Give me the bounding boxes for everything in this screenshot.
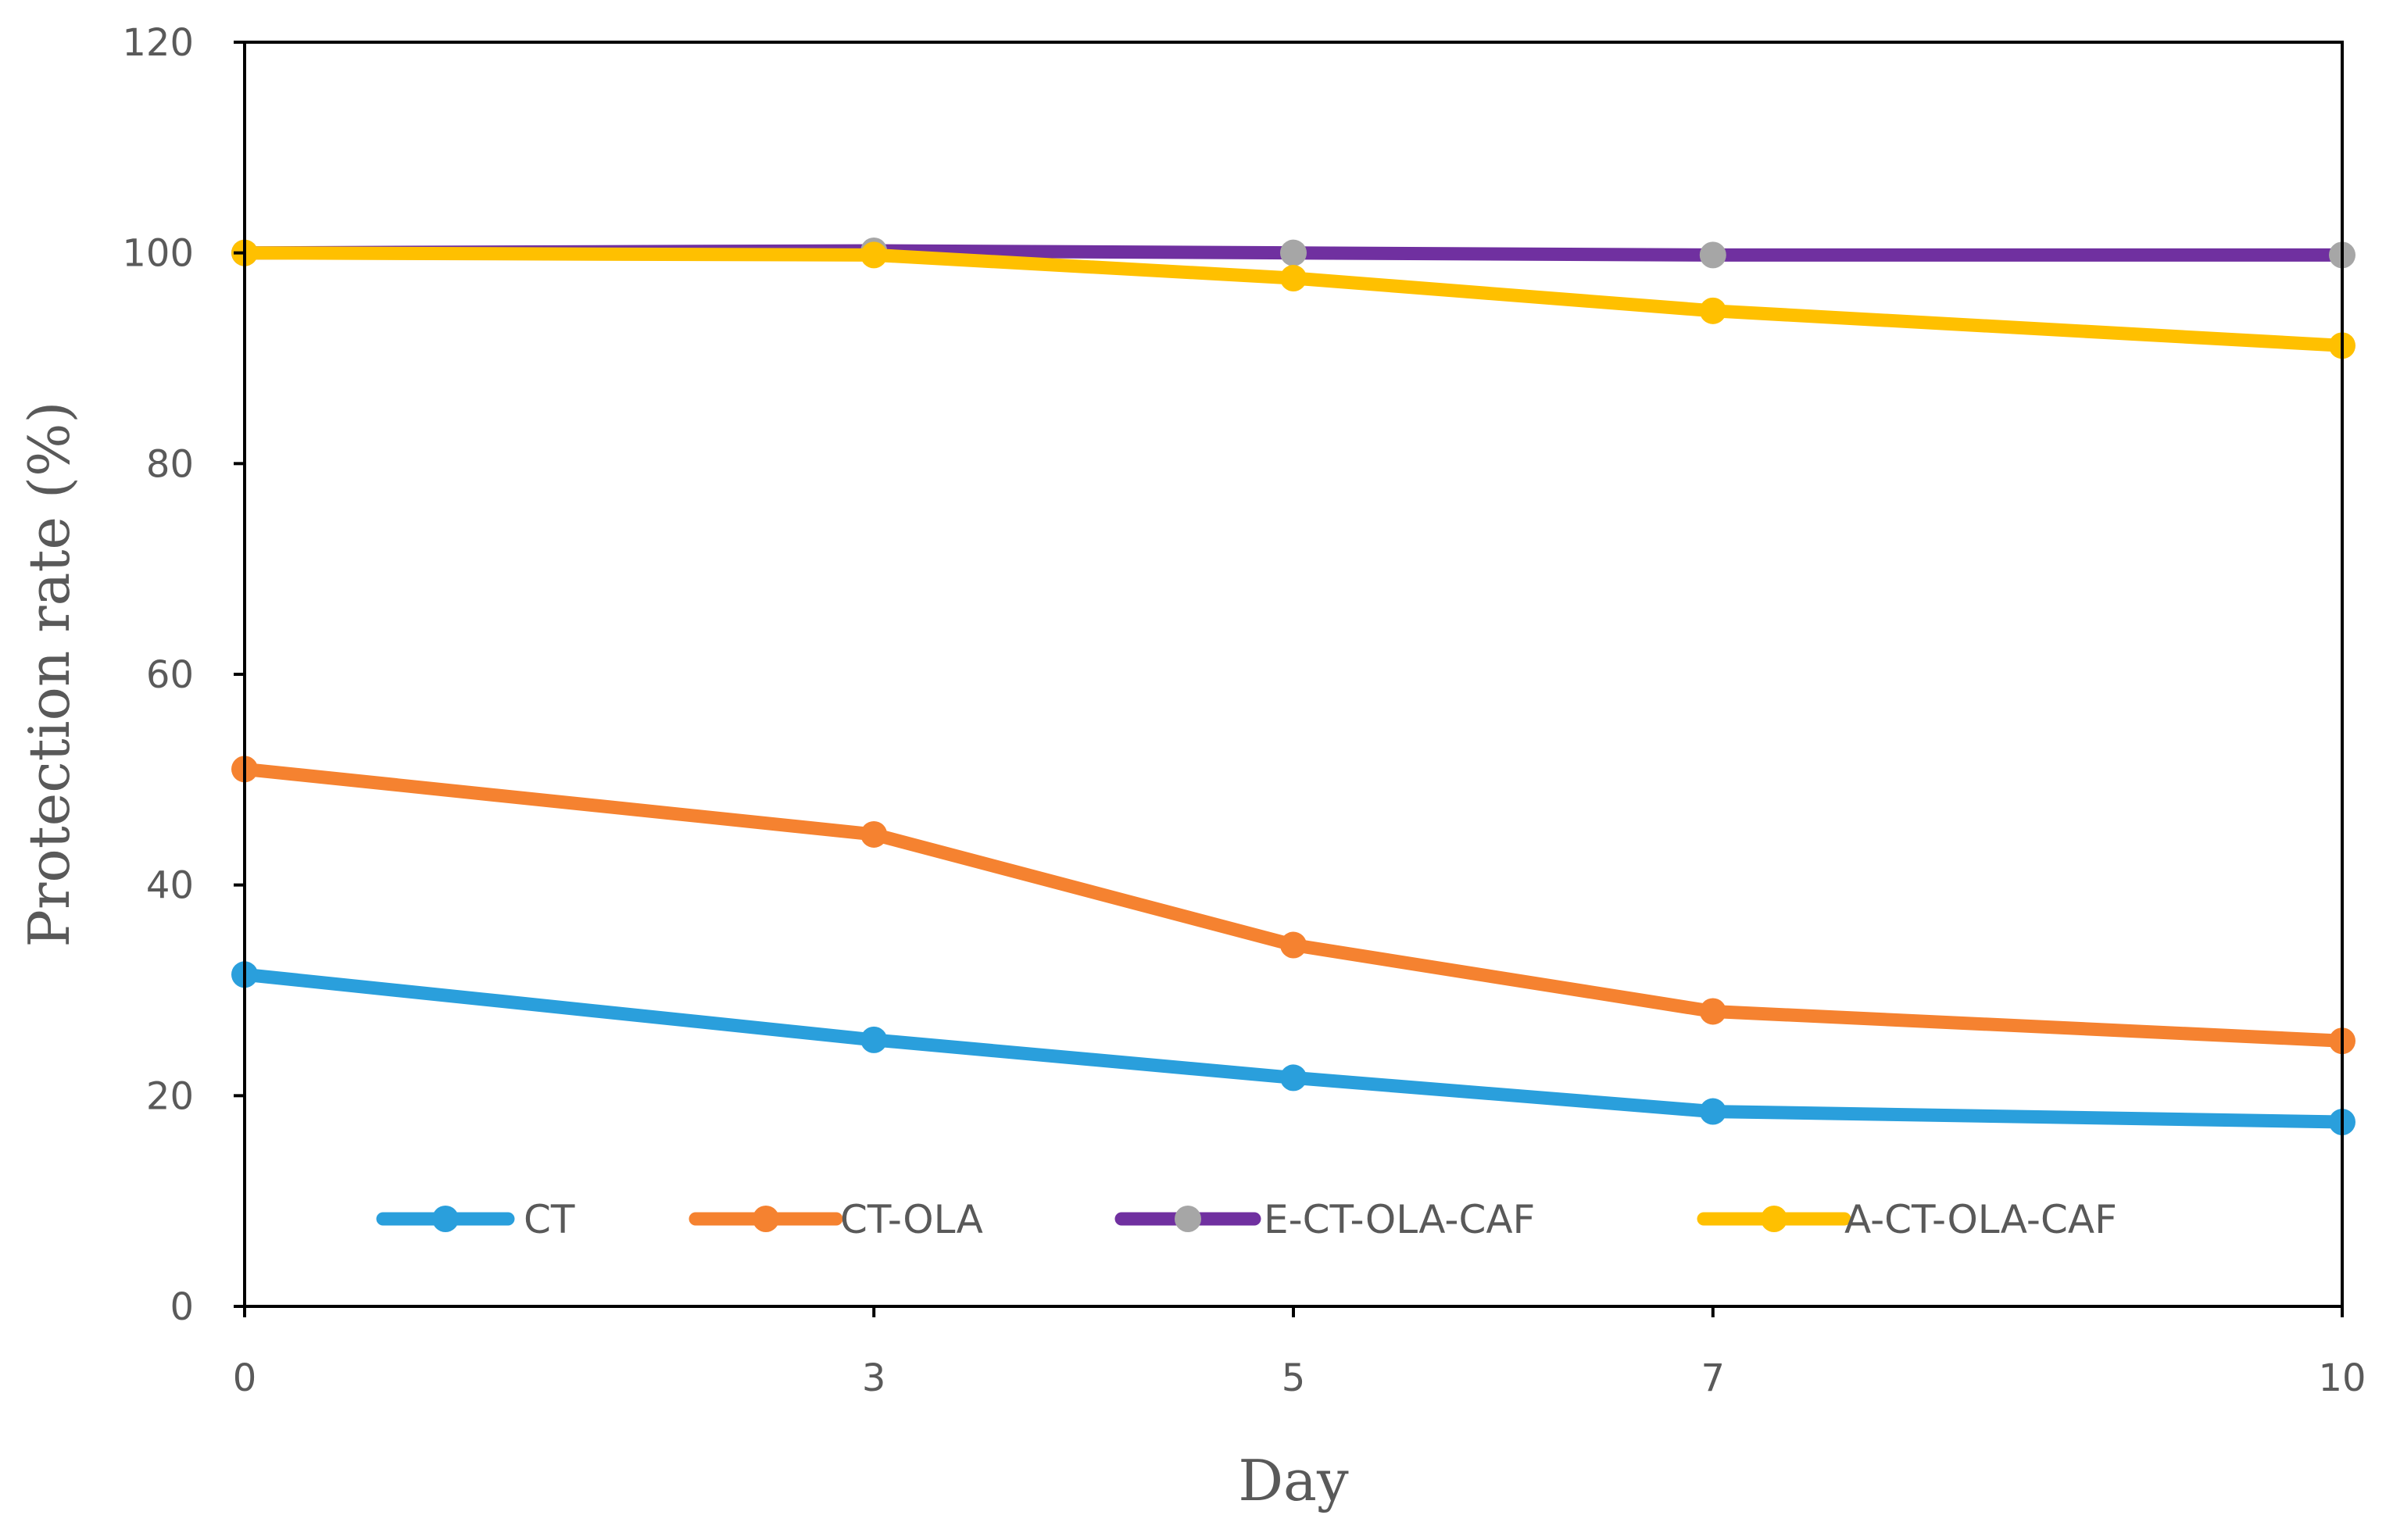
y-tick-label: 40 [146, 864, 194, 908]
x-tick-label: 10 [2318, 1356, 2366, 1400]
data-point-ct-ola [1699, 998, 1726, 1025]
y-tick-label: 80 [146, 442, 194, 486]
data-point-e-ct-ola-caf [1699, 241, 1726, 269]
data-point-a-ct-ola-caf [1699, 297, 1726, 324]
legend-label: CT-OLA [840, 1197, 983, 1242]
data-point-ct [860, 1026, 888, 1053]
legend-swatch-marker [432, 1206, 459, 1232]
x-tick-label: 7 [1701, 1356, 1726, 1400]
y-axis-title: Protection rate (%) [16, 401, 82, 947]
x-tick-label: 3 [862, 1356, 886, 1400]
axis-ticks: 0 20 40 60 80 100 120 0 3 5 7 10 [122, 21, 2366, 1400]
y-tick-label: 20 [146, 1074, 194, 1118]
data-point-e-ct-ola-caf [1280, 239, 1307, 266]
data-point-a-ct-ola-caf [860, 241, 888, 269]
legend-label: E-CT-OLA-CAF [1264, 1197, 1535, 1242]
data-point-ct [1280, 1064, 1307, 1092]
legend-item-a-ct-ola-caf: A-CT-OLA-CAF [1697, 1197, 2117, 1242]
x-tick-label: 5 [1282, 1356, 1306, 1400]
legend-swatch-marker [1175, 1206, 1201, 1232]
legend-item-e-ct-ola-caf: E-CT-OLA-CAF [1114, 1197, 1535, 1242]
series-a-ct-ola-caf [231, 239, 2355, 359]
legend-swatch-marker [1761, 1206, 1787, 1232]
legend-item-ct-ola: CT-OLA [689, 1197, 983, 1242]
y-tick-label: 100 [122, 232, 194, 276]
data-point-ct-ola [1280, 931, 1307, 959]
legend-label: CT [524, 1197, 575, 1242]
data-point-ct-ola [860, 820, 888, 848]
legend-swatch-marker [753, 1206, 779, 1232]
legend: CT CT-OLA E-CT-OLA-CAF A-CT-OLA-CAF [376, 1197, 2117, 1242]
series-layer [231, 237, 2355, 1136]
data-point-a-ct-ola-caf [1280, 265, 1307, 292]
legend-label: A-CT-OLA-CAF [1844, 1197, 2117, 1242]
y-tick-label: 120 [122, 21, 194, 65]
x-axis-title: Day [1238, 1448, 1349, 1513]
y-tick-label: 0 [170, 1285, 194, 1329]
data-point-ct [1699, 1098, 1726, 1125]
series-ct-ola [231, 756, 2355, 1055]
legend-item-ct: CT [376, 1197, 575, 1242]
y-tick-label: 60 [146, 653, 194, 697]
x-tick-label: 0 [233, 1356, 257, 1400]
